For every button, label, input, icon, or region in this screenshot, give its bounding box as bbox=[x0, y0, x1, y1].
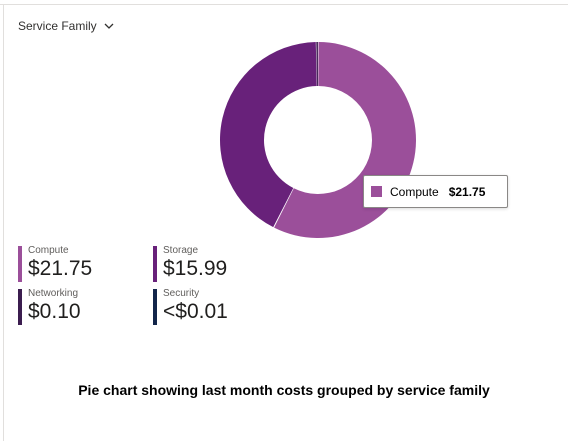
legend-value-security: <$0.01 bbox=[163, 300, 228, 323]
chart-caption: Pie chart showing last month costs group… bbox=[78, 382, 490, 398]
legend-label-security: Security bbox=[163, 288, 200, 299]
legend-bar-security bbox=[153, 289, 157, 325]
legend-value-storage: $15.99 bbox=[163, 257, 228, 280]
dropdown-label: Service Family bbox=[18, 19, 97, 33]
legend-bar-networking bbox=[18, 289, 22, 325]
chart-tooltip: Compute $21.75 bbox=[363, 175, 508, 208]
legend-item-storage[interactable]: Storage $15.99 bbox=[153, 245, 273, 283]
legend-label-storage: Storage bbox=[163, 245, 199, 256]
tooltip-swatch bbox=[371, 186, 382, 197]
legend-bar-storage bbox=[153, 246, 157, 282]
legend-item-compute[interactable]: Compute $21.75 bbox=[18, 245, 138, 283]
legend-label-compute: Compute bbox=[28, 245, 69, 256]
legend-item-networking[interactable]: Networking $0.10 bbox=[18, 288, 138, 326]
top-divider bbox=[0, 4, 568, 5]
legend-bar-compute bbox=[18, 246, 22, 282]
tooltip-label: Compute bbox=[390, 184, 439, 199]
legend-value-compute: $21.75 bbox=[28, 257, 93, 280]
donut-slice-networking[interactable] bbox=[316, 42, 318, 87]
legend-item-security[interactable]: Security <$0.01 bbox=[153, 288, 273, 326]
left-divider bbox=[3, 4, 4, 441]
chevron-down-icon bbox=[104, 23, 114, 29]
legend-label-networking: Networking bbox=[28, 288, 79, 299]
service-family-dropdown[interactable]: Service Family bbox=[18, 17, 114, 35]
donut-slice-storage[interactable] bbox=[219, 42, 317, 228]
tooltip-value: $21.75 bbox=[448, 184, 486, 199]
legend-value-networking: $0.10 bbox=[28, 300, 81, 323]
